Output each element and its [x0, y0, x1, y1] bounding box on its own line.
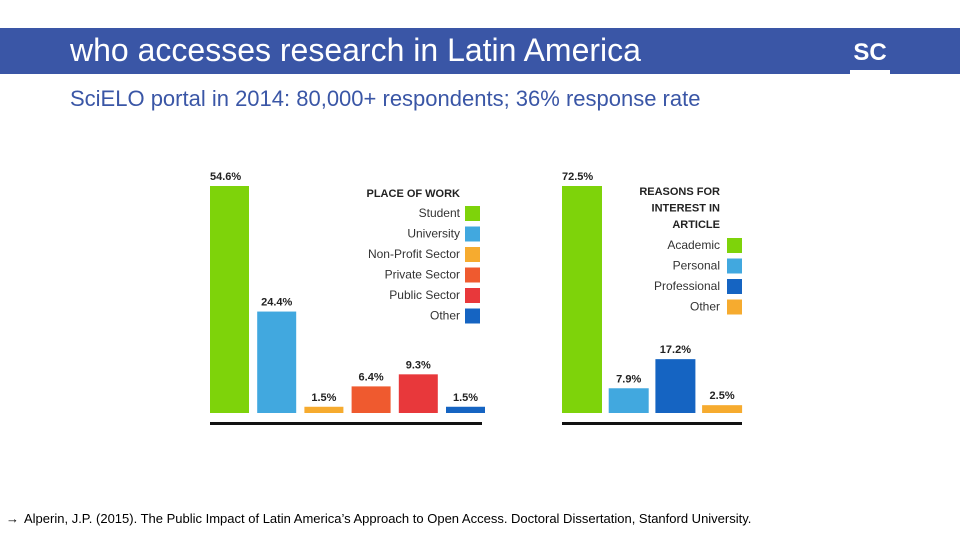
bar-6 [446, 406, 485, 413]
bar-value-label: 9.3% [406, 359, 431, 371]
legend-label: Public Sector [389, 288, 460, 302]
legend-label: Other [690, 300, 720, 314]
legend-title: INTEREST IN [652, 203, 721, 215]
sc-logo-icon: SC [848, 30, 892, 74]
bar-3 [304, 406, 344, 413]
title-bar: who accesses research in Latin America S… [0, 28, 960, 74]
bar-value-label: 2.5% [710, 390, 735, 402]
legend-swatch [465, 288, 480, 303]
legend-swatch [727, 238, 742, 253]
legend-label: Non-Profit Sector [368, 247, 460, 261]
legend-label: Professional [654, 279, 720, 293]
legend-label: Student [419, 206, 461, 220]
bar-4 [702, 405, 743, 413]
legend-swatch [727, 299, 742, 315]
bar-value-label: 72.5% [562, 171, 593, 183]
legend-swatch [727, 258, 742, 274]
axis-baseline [210, 422, 482, 425]
bar-2 [608, 388, 649, 413]
legend-swatch [727, 279, 742, 294]
legend-label: Private Sector [385, 268, 460, 282]
legend-swatch [465, 308, 480, 324]
legend-swatch [465, 206, 480, 221]
footnote-text: Alperin, J.P. (2015). The Public Impact … [24, 511, 752, 526]
slide-subtitle: SciELO portal in 2014: 80,000+ responden… [70, 86, 701, 111]
legend-label: Personal [673, 259, 720, 273]
bar-value-label: 24.4% [261, 297, 292, 309]
legend-label: Other [430, 309, 460, 323]
bar-value-label: 1.5% [311, 392, 336, 404]
bar-5 [398, 374, 438, 413]
bar-1 [210, 186, 249, 413]
legend-title: REASONS FOR [639, 186, 720, 198]
legend-label: Academic [667, 238, 720, 252]
legend-title: ARTICLE [672, 219, 720, 231]
bar-value-label: 17.2% [660, 344, 691, 356]
bar-1 [562, 186, 602, 413]
legend-title: PLACE OF WORK [367, 188, 461, 200]
bar-4 [351, 386, 391, 413]
bar-value-label: 7.9% [616, 373, 641, 385]
logo-text: SC [853, 39, 886, 66]
legend-swatch [465, 226, 480, 242]
axis-baseline [562, 422, 742, 425]
legend-label: University [407, 227, 460, 241]
chart-1: 54.6% 24.4% 1.5% 6.4% 9.3% 1.5% PLACE OF WORK S… [210, 171, 485, 425]
chart-2: 72.5% 7.9% 17.2% 2.5% REASONS FOR INTEREST IN… [562, 171, 743, 425]
slide-title: who accesses research in Latin America [70, 32, 641, 68]
bar-3 [655, 359, 696, 413]
bar-2 [257, 311, 297, 413]
bar-value-label: 54.6% [210, 171, 241, 183]
bar-value-label: 6.4% [359, 371, 384, 383]
legend-swatch [465, 247, 480, 262]
bar-value-label: 1.5% [453, 392, 478, 404]
legend-swatch [465, 267, 480, 283]
footnote-arrow-icon: → [6, 511, 19, 526]
